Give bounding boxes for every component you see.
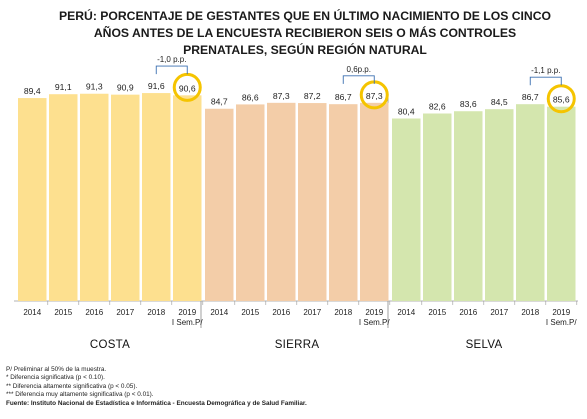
region-label: SELVA — [466, 339, 503, 351]
data-label: 91,3 — [86, 82, 103, 92]
data-label: 85,6 — [553, 95, 570, 105]
bar-sierra — [205, 109, 234, 301]
bar-costa — [49, 94, 78, 301]
footnote-2: * Diferencia significativa (p < 0.10). — [6, 374, 307, 382]
x-tick-label: 2017 — [116, 308, 134, 317]
x-tick-label-sub: I Sem.P/ — [546, 318, 577, 327]
change-label: -1,1 p.p. — [531, 66, 560, 75]
x-tick-label: 2015 — [428, 308, 446, 317]
data-label: 87,3 — [366, 91, 383, 101]
x-tick-label: 2018 — [334, 308, 352, 317]
data-label: 86,7 — [522, 92, 539, 102]
bar-costa — [111, 95, 140, 301]
x-tick-label-sub: I Sem.P/ — [359, 318, 390, 327]
x-tick-label: 2014 — [210, 308, 228, 317]
footnotes: P/ Preliminar al 50% de la muestra. * Di… — [6, 366, 307, 408]
footnote-4: *** Diferencia muy altamente significati… — [6, 391, 307, 399]
x-tick-label: 2019 — [365, 308, 383, 317]
x-tick-label: 2017 — [303, 308, 321, 317]
x-tick-label: 2014 — [397, 308, 415, 317]
x-tick-label: 2015 — [54, 308, 72, 317]
bar-sierra — [236, 104, 265, 301]
data-label: 90,9 — [117, 83, 134, 93]
x-tick-label: 2015 — [241, 308, 259, 317]
bar-selva — [485, 109, 514, 301]
data-label: 91,1 — [55, 82, 72, 92]
x-tick-label: 2019 — [178, 308, 196, 317]
change-label: -1,0 p.p. — [157, 55, 186, 64]
change-bracket — [156, 66, 187, 74]
bar-selva — [547, 107, 576, 301]
bar-selva — [454, 111, 483, 301]
region-label: SIERRA — [275, 339, 320, 351]
change-bracket — [530, 77, 561, 85]
bar-selva — [423, 113, 452, 301]
x-tick-label: 2018 — [147, 308, 165, 317]
data-label: 82,6 — [429, 101, 446, 111]
data-label: 86,6 — [242, 92, 259, 102]
x-tick-label: 2017 — [490, 308, 508, 317]
data-label: 83,6 — [460, 99, 477, 109]
data-label: 80,4 — [398, 106, 415, 116]
region-label: COSTA — [90, 339, 130, 351]
data-label: 84,5 — [491, 97, 508, 107]
x-tick-label: 2014 — [23, 308, 41, 317]
bar-selva — [516, 104, 545, 301]
data-label: 84,7 — [211, 97, 228, 107]
bar-sierra — [267, 103, 296, 301]
bar-sierra — [329, 104, 358, 301]
bar-costa — [173, 95, 202, 301]
data-label: 90,6 — [179, 83, 196, 93]
bar-sierra — [360, 103, 389, 301]
x-tick-label-sub: I Sem.P/ — [172, 318, 203, 327]
source-note: Fuente: Instituto Nacional de Estadístic… — [6, 400, 307, 408]
x-tick-label: 2018 — [521, 308, 539, 317]
data-label: 87,3 — [273, 91, 290, 101]
bar-chart: 89,4 2014 91,1 2015 91,3 2016 90,9 2017 91,6 2018… — [0, 0, 587, 365]
x-tick-label: 2016 — [459, 308, 477, 317]
bar-costa — [142, 93, 171, 301]
bar-selva — [392, 118, 421, 301]
footnote-3: ** Diferencia altamente significativa (p… — [6, 383, 307, 391]
data-label: 86,7 — [335, 92, 352, 102]
data-label: 91,6 — [148, 81, 165, 91]
bar-sierra — [298, 103, 327, 301]
data-label: 89,4 — [24, 86, 41, 96]
x-tick-label: 2019 — [552, 308, 570, 317]
change-label: 0,6p.p. — [347, 65, 371, 74]
x-tick-label: 2016 — [85, 308, 103, 317]
data-label: 87,2 — [304, 91, 321, 101]
footnote-1: P/ Preliminar al 50% de la muestra. — [6, 366, 307, 374]
bar-costa — [18, 98, 47, 301]
bar-costa — [80, 94, 109, 301]
x-tick-label: 2016 — [272, 308, 290, 317]
